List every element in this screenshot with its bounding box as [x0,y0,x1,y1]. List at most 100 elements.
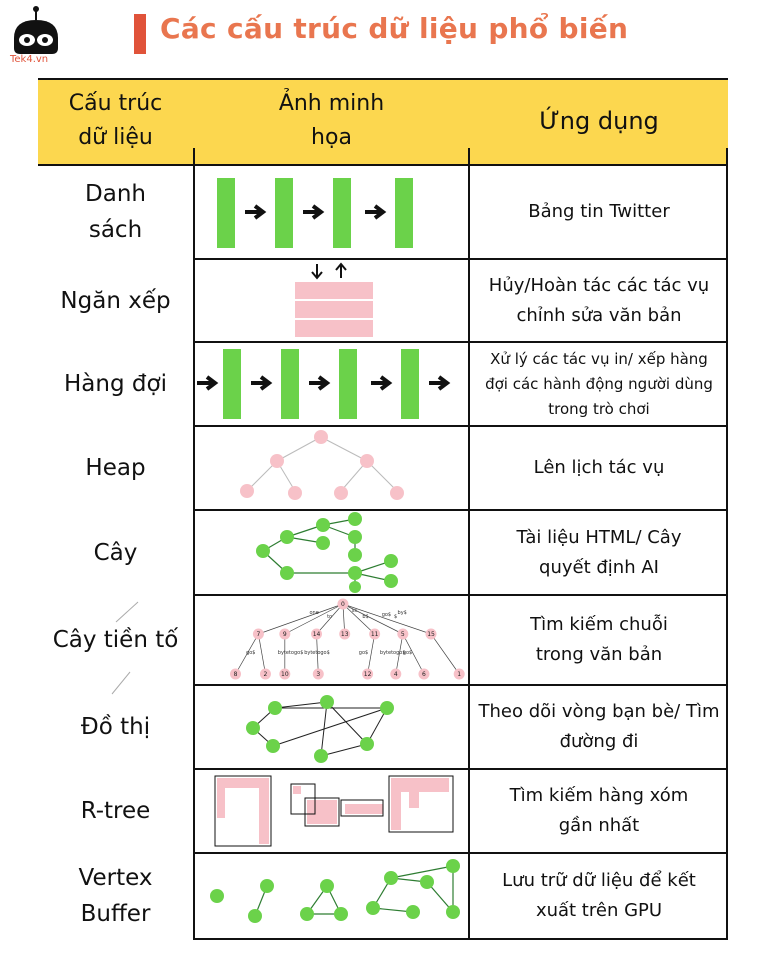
tek4-logo [8,4,64,64]
trie-node-label: 5 [401,631,405,638]
grid-line [195,768,728,770]
trie-node-label: 4 [394,671,398,678]
table-row: Cây tiền tố one to b$ ss go$ by$ $ go$ bytetogo$… [38,596,728,684]
trie-edge-label: bytetogo$ [278,650,304,656]
structure-name: Hàng đợi [64,371,167,397]
trie-edge [342,603,432,635]
structure-name: Cây [93,539,138,566]
table-row: R-tree [38,770,728,852]
trie-edge [430,633,460,675]
application-text: Lên lịch tác vụ [533,457,665,478]
heap-illustration [195,427,468,509]
structure-name: R-tree [80,798,151,824]
trie-node [252,628,264,640]
trie-edge-label: go$ [359,650,368,656]
trie-node [311,628,323,640]
trie-edge [235,633,259,675]
application-text: Theo dõi vòng bạn bè/ Tìm đường đi [478,701,720,752]
grid-line [193,148,195,940]
table-row: Hàng đợi Xử lý các tác vụ in/ xếp hàng đ… [38,343,728,425]
trie-edge [316,603,344,635]
table-row: Cây [38,511,728,594]
trie-node [390,668,402,680]
application-text: Lưu trữ dữ liệu để kết xuất trên GPU [502,870,696,921]
grid-line [468,148,470,940]
trie-node [339,628,351,640]
table-header: Cấu trúc dữ liệu Ảnh minh họa Ứng dụng [38,78,728,164]
grid-line [195,852,728,854]
grid-line [195,258,728,260]
application-text: Tài liệu HTML/ Cây quyết định AI [516,526,682,578]
application-text: Tìm kiếm chuỗi trong văn bản [530,614,668,665]
graph-illustration [195,686,468,768]
trie-node-label: 0 [341,601,345,608]
trie-edge-label: $ [394,614,397,620]
title-accent-bar [134,14,146,54]
trie-node [230,668,242,680]
trie-node-label: 14 [313,631,321,638]
trie-node [279,668,291,680]
decorative-arrow-icon [111,601,139,695]
table-row: Heap [38,427,728,509]
trie-edge [367,633,375,675]
trie-edge-label: by$ [398,610,407,616]
structure-name: Heap [85,455,146,481]
logo-text: Tek4.vn [10,54,49,65]
trie-edge-label: bytetogo$ [380,650,406,656]
trie-node [453,668,465,680]
grid-line [38,164,728,166]
table-row: Danh sách Bảng tin Twitter [38,166,728,258]
application-text: Hủy/Hoàn tác các tác vụ chỉnh sửa văn bả… [488,274,710,326]
trie-node-label: 6 [422,671,426,678]
trie-node-label: 11 [371,631,379,638]
trie-edge [284,603,344,635]
header-application: Ứng dụng [539,107,659,135]
trie-edge-label: go$ [403,650,412,656]
trie-edge-label: go$ [382,612,391,618]
trie-node [418,668,430,680]
trie-node-label: 3 [316,671,320,678]
trie-node-label: 15 [427,631,435,638]
trie-node-label: 10 [281,671,289,678]
trie-node-label: 1 [457,671,461,678]
application-text: Xử lý các tác vụ in/ xếp hàng đợi các hà… [485,349,713,418]
grid-line [195,509,728,511]
grid-line [38,78,728,80]
application-text: Bảng tin Twitter [528,201,670,222]
structure-name: Đồ thị [80,714,151,740]
grid-line [726,148,728,940]
trie-edge-label: to [327,614,332,620]
rtree-illustration [195,770,468,852]
trie-illustration: one to b$ ss go$ by$ $ go$ bytetogo$ bytetogo$ go$… [195,596,468,684]
grid-line [195,938,728,940]
grid-line [195,684,728,686]
structure-name: Danh sách [85,181,146,243]
trie-node [337,598,349,610]
trie-node [259,668,271,680]
trie-node [397,628,409,640]
structure-name: Vertex Buffer [78,865,153,927]
header-illustration: Ảnh minh họa [278,91,385,150]
trie-edge-label: go$ [246,650,255,656]
table-row: Ngăn xếp Hủy/Hoàn tác các tác vụ chỉnh s… [38,260,728,341]
trie-node [362,668,374,680]
trie-node-label: 8 [234,671,238,678]
grid-line [195,425,728,427]
grid-line [195,341,728,343]
trie-node-label: 12 [364,671,372,678]
tree-illustration [195,511,468,594]
trie-edge-label: b$ [362,614,368,620]
trie-node [279,628,291,640]
trie-edge [258,633,266,675]
trie-edge [342,603,403,635]
vertex-buffer-illustration [195,854,468,938]
trie-node [312,668,324,680]
trie-edge [258,603,344,635]
table-row: Vertex Buffer [38,854,728,938]
trie-node-label: 9 [283,631,287,638]
trie-node [425,628,437,640]
trie-edge-label: ss [352,608,358,614]
trie-node-label: 2 [264,671,268,678]
trie-node [369,628,381,640]
